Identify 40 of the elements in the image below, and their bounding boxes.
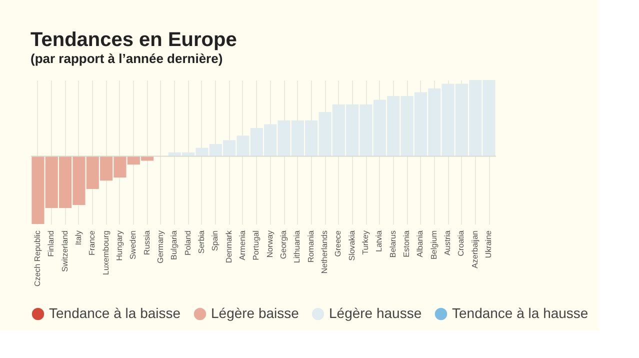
- x-tick-label: Denmark: [224, 230, 234, 263]
- x-tick-label: Serbia: [196, 230, 206, 254]
- x-tick-label: Albania: [416, 230, 425, 258]
- x-tick-label: Hungary: [114, 230, 124, 261]
- x-tick-label: Russia: [142, 230, 152, 255]
- x-tick-label: Sweden: [128, 230, 138, 260]
- x-tick-label: Georgia: [279, 230, 288, 259]
- x-tick-label: Armenia: [238, 230, 247, 260]
- x-tick-label: Azerbaijan: [470, 230, 480, 268]
- x-tick-label: Italy: [74, 230, 83, 246]
- x-tick-label: Lithuania: [292, 230, 302, 263]
- x-tick-label: Switzerland: [60, 230, 70, 272]
- x-tick-label: Portugal: [252, 230, 261, 260]
- x-tick-label: Romania: [306, 230, 316, 263]
- x-tick-label: Spain: [210, 230, 220, 251]
- x-tick-label: Belarus: [388, 230, 398, 258]
- x-tick-label: Ukraine: [484, 230, 494, 258]
- x-tick-label: Latvia: [374, 230, 384, 252]
- x-tick-label: Poland: [183, 230, 192, 256]
- chart-subtitle: (par rapport à l’année dernière): [30, 51, 223, 66]
- x-tick-label: Croatia: [456, 230, 466, 256]
- x-tick-label: Austria: [443, 230, 452, 256]
- legend-label: Légère hausse: [329, 305, 422, 321]
- legend-label: Tendance à la baisse: [49, 305, 181, 321]
- legend-label: Légère baisse: [211, 305, 300, 321]
- x-tick-label: Greece: [334, 230, 343, 257]
- x-tick-label: Norway: [265, 230, 274, 258]
- x-tick-label: Belgium: [429, 230, 438, 260]
- x-tick-label: Turkey: [361, 230, 370, 255]
- x-tick-label: Slovakia: [347, 230, 356, 261]
- x-tick-label: Finland: [46, 230, 56, 257]
- legend-label: Tendance à la hausse: [452, 305, 588, 321]
- x-tick-label: Estonia: [402, 230, 412, 258]
- x-tick-label: Luxembourg: [101, 230, 110, 275]
- x-tick-label: France: [88, 230, 97, 256]
- x-tick-label: Germany: [156, 230, 165, 264]
- x-tick-label: Netherlands: [320, 230, 330, 274]
- chart-title: Tendances en Europe: [30, 29, 237, 51]
- x-tick-label: Bulgaria: [170, 230, 179, 260]
- x-tick-label: Czech Republic: [32, 230, 42, 287]
